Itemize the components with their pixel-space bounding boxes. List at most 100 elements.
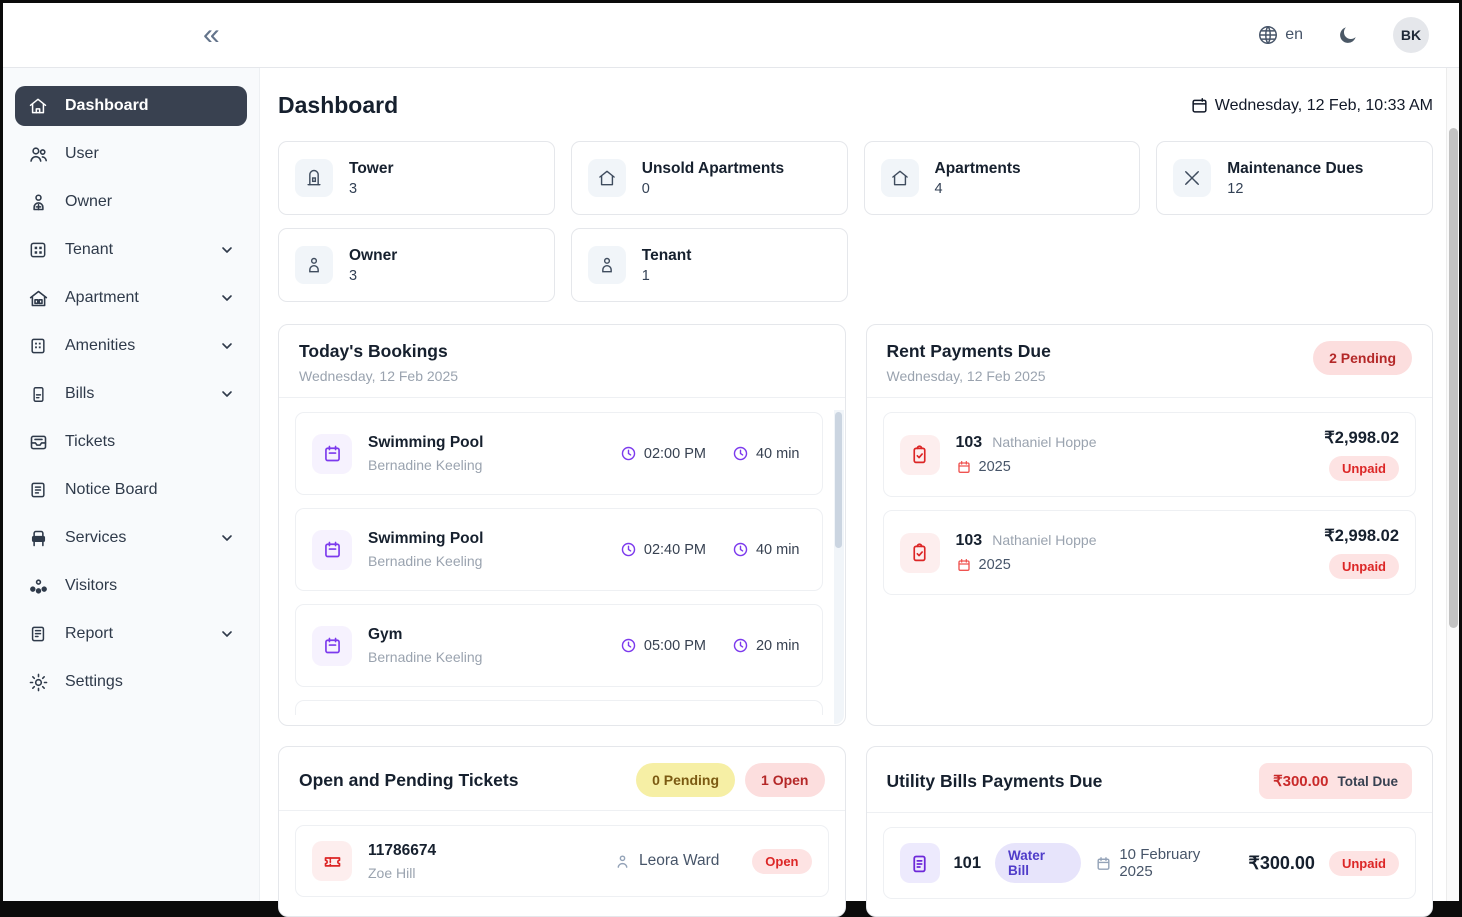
stat-card-tenant: Tenant 1 xyxy=(571,228,848,302)
booking-name: Swimming Pool xyxy=(368,530,604,548)
sidebar-item-services[interactable]: Services xyxy=(15,518,247,558)
bill-type-badge: Water Bill xyxy=(995,843,1081,883)
stat-value: 12 xyxy=(1227,181,1363,197)
ticket-id: 11786674 xyxy=(368,842,598,860)
rent-payment-row[interactable]: 103 Nathaniel Hoppe 2025 ₹2,998.02 xyxy=(883,510,1417,595)
clock-icon xyxy=(620,445,637,462)
bookings-scrollbar[interactable] xyxy=(834,410,844,724)
total-due-amount: ₹300.00 xyxy=(1273,772,1328,790)
booking-row[interactable]: Gym Bernadine Keeling 05:00 PM 20 min xyxy=(295,604,823,687)
home-icon xyxy=(881,159,919,197)
chevron-down-icon xyxy=(219,530,235,546)
pending-count-badge: 2 Pending xyxy=(1313,341,1412,375)
sidebar-item-report[interactable]: Report xyxy=(15,614,247,654)
panel-date: Wednesday, 12 Feb 2025 xyxy=(299,368,458,384)
rent-payments-panel: Rent Payments Due Wednesday, 12 Feb 2025… xyxy=(866,324,1434,726)
user-avatar[interactable]: BK xyxy=(1393,17,1429,53)
sidebar-item-visitors[interactable]: Visitors xyxy=(15,566,247,606)
clock-icon xyxy=(732,541,749,558)
booking-row[interactable]: Swimming Pool Bernadine Keeling 02:00 PM… xyxy=(295,412,823,495)
unit-number: 103 xyxy=(956,434,983,452)
sidebar-item-label: Apartment xyxy=(65,289,203,307)
open-tickets-badge: 1 Open xyxy=(745,763,824,797)
chevron-down-icon xyxy=(219,290,235,306)
total-due-label: Total Due xyxy=(1338,774,1399,789)
sidebar-item-tenant[interactable]: Tenant xyxy=(15,230,247,270)
stat-card-tower: Tower 3 xyxy=(278,141,555,215)
booking-name: Swimming Pool xyxy=(368,434,604,452)
collapse-sidebar-button[interactable]: « xyxy=(203,20,218,50)
stat-label: Maintenance Dues xyxy=(1227,160,1363,178)
stat-label: Unsold Apartments xyxy=(642,160,784,178)
stat-value: 1 xyxy=(642,268,692,284)
language-switcher[interactable]: en xyxy=(1257,24,1303,46)
panel-title: Utility Bills Payments Due xyxy=(887,771,1103,792)
sidebar-item-label: Bills xyxy=(65,385,203,403)
stat-label: Tenant xyxy=(642,247,692,265)
stat-value: 0 xyxy=(642,181,784,197)
notice-icon xyxy=(27,479,49,501)
ticket-raised-by: Zoe Hill xyxy=(368,865,598,881)
sidebar-item-label: Dashboard xyxy=(65,97,235,115)
calendar-icon xyxy=(956,557,972,573)
sidebar-item-label: Report xyxy=(65,625,203,643)
sidebar-item-settings[interactable]: Settings xyxy=(15,662,247,702)
rent-amount: ₹2,998.02 xyxy=(1324,526,1399,546)
calendar-icon xyxy=(312,434,352,474)
booking-time: 02:40 PM xyxy=(644,542,706,558)
todays-bookings-panel: Today's Bookings Wednesday, 12 Feb 2025 … xyxy=(278,324,846,726)
booking-duration: 40 min xyxy=(756,542,800,558)
gear-icon xyxy=(27,671,49,693)
booking-person: Bernadine Keeling xyxy=(368,553,604,569)
sidebar-item-dashboard[interactable]: Dashboard xyxy=(15,86,247,126)
bill-due-date: 10 February 2025 xyxy=(1119,846,1234,880)
booking-duration: 40 min xyxy=(756,446,800,462)
utility-bills-panel: Utility Bills Payments Due ₹300.00 Total… xyxy=(866,746,1434,917)
ticket-inbox-icon xyxy=(27,431,49,453)
panel-title: Open and Pending Tickets xyxy=(299,770,518,791)
chevron-down-icon xyxy=(219,338,235,354)
calendar-icon xyxy=(312,626,352,666)
sidebar-item-user[interactable]: User xyxy=(15,134,247,174)
clock-icon xyxy=(620,541,637,558)
bookings-scrollbar-thumb[interactable] xyxy=(835,412,842,548)
dark-mode-toggle[interactable] xyxy=(1337,24,1359,46)
ticket-row[interactable]: 11786674 Zoe Hill Leora Ward Open xyxy=(295,825,829,897)
page-scrollbar[interactable] xyxy=(1446,68,1459,901)
tenant-name: Nathaniel Hoppe xyxy=(992,434,1096,450)
sidebar-item-bills[interactable]: Bills xyxy=(15,374,247,414)
users-icon xyxy=(27,143,49,165)
sidebar-item-label: Tenant xyxy=(65,241,203,259)
globe-icon xyxy=(1257,24,1279,46)
sidebar-item-label: Notice Board xyxy=(65,481,235,499)
calendar-icon xyxy=(1095,855,1112,872)
bookings-list[interactable]: Swimming Pool Bernadine Keeling 02:00 PM… xyxy=(279,398,845,715)
chevron-down-icon xyxy=(219,386,235,402)
sidebar-item-apartment[interactable]: Apartment xyxy=(15,278,247,318)
clipboard-check-icon xyxy=(900,533,940,573)
owner-icon xyxy=(295,246,333,284)
page-scrollbar-thumb[interactable] xyxy=(1449,128,1458,628)
booking-row-partial xyxy=(295,700,823,715)
sidebar-item-tickets[interactable]: Tickets xyxy=(15,422,247,462)
unit-number: 101 xyxy=(954,854,982,873)
rent-payment-row[interactable]: 103 Nathaniel Hoppe 2025 ₹2,998.02 xyxy=(883,412,1417,497)
sidebar-item-owner[interactable]: Owner xyxy=(15,182,247,222)
ticket-status-badge: Open xyxy=(752,849,811,874)
sidebar-item-notice-board[interactable]: Notice Board xyxy=(15,470,247,510)
total-due-badge: ₹300.00 Total Due xyxy=(1259,763,1412,799)
clock-icon xyxy=(732,445,749,462)
sidebar-item-amenities[interactable]: Amenities xyxy=(15,326,247,366)
panel-title: Today's Bookings xyxy=(299,341,458,362)
stat-label: Apartments xyxy=(935,160,1021,178)
stat-value: 3 xyxy=(349,268,397,284)
home-icon xyxy=(27,95,49,117)
report-icon xyxy=(27,623,49,645)
utility-bill-row[interactable]: 101 Water Bill 10 February 2025 ₹300.00 … xyxy=(883,827,1417,899)
sidebar-item-label: Settings xyxy=(65,673,235,691)
rent-year: 2025 xyxy=(979,557,1011,573)
booking-row[interactable]: Swimming Pool Bernadine Keeling 02:40 PM… xyxy=(295,508,823,591)
building-icon xyxy=(27,335,49,357)
main-content: Dashboard Wednesday, 12 Feb, 10:33 AM To… xyxy=(260,68,1459,901)
